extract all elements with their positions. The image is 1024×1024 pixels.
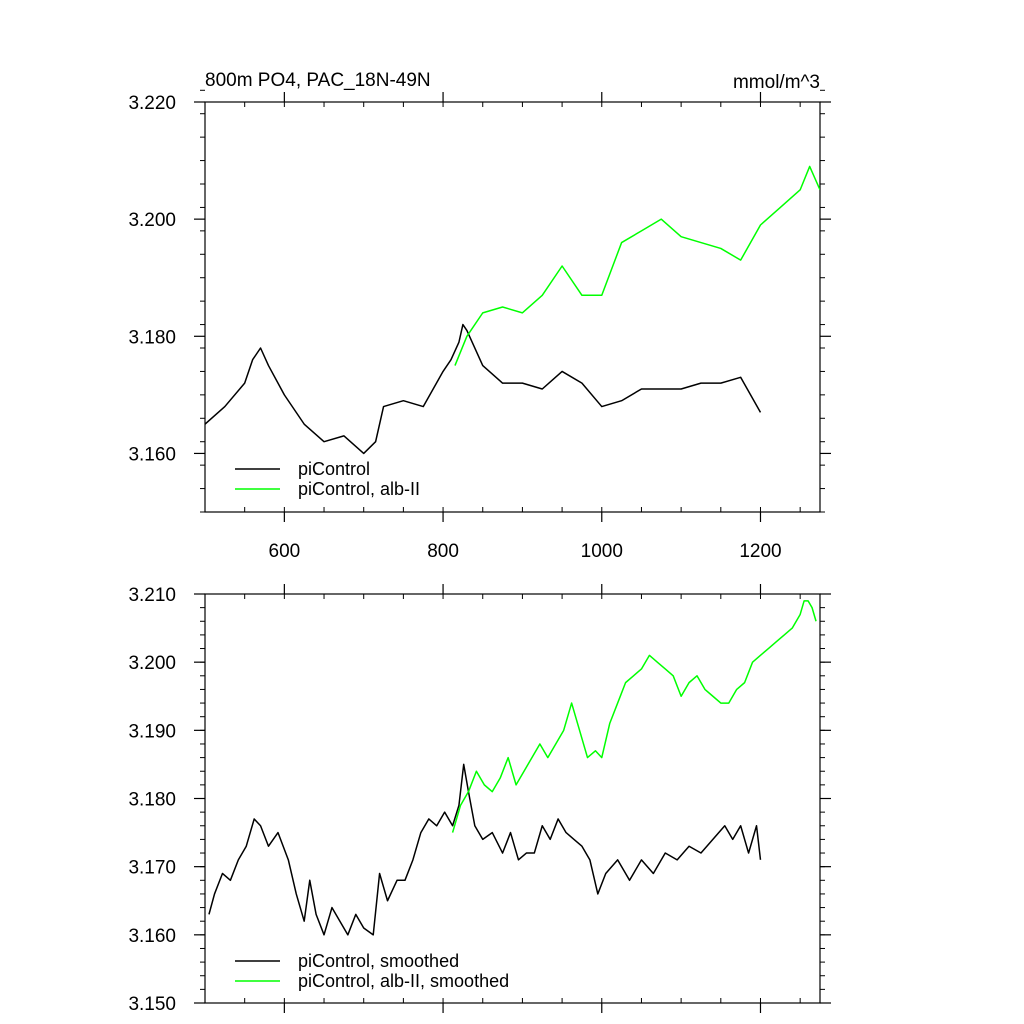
legend-label: piControl, smoothed — [298, 951, 459, 971]
x-tick-label: 800 — [427, 541, 459, 562]
y-tick-label: 3.210 — [128, 585, 176, 606]
y-tick-label: 3.160 — [128, 444, 176, 465]
series-line-green — [451, 600, 817, 833]
chart-panel-top: 800m PO4, PAC_18N-49N mmol/m^3 600 800 100… — [128, 70, 831, 562]
series-line-black — [208, 763, 762, 936]
series-line-green — [454, 165, 820, 366]
plot-frame — [204, 101, 821, 513]
y-tick-label: 3.200 — [128, 210, 176, 231]
y-tick-label: 3.170 — [128, 858, 176, 879]
y-tick-label: 3.180 — [128, 790, 176, 811]
y-tick-label: 3.180 — [128, 327, 176, 348]
y-tick-label: 3.190 — [128, 721, 176, 742]
y-tick-label: 3.160 — [128, 926, 176, 947]
chart-panel-bottom: 3.150 3.160 3.170 3.180 3.190 3.200 3.210 piCon… — [128, 584, 831, 1015]
plot-frame — [204, 593, 821, 1004]
x-tick-label: 1200 — [739, 541, 781, 562]
x-tick-label: 1000 — [581, 541, 623, 562]
x-tick-label: 600 — [269, 541, 301, 562]
series-line-black — [205, 323, 762, 455]
legend-label: piControl, alb-II — [298, 479, 420, 499]
y-tick-label: 3.200 — [128, 653, 176, 674]
legend-label: piControl — [298, 459, 370, 479]
legend-label: piControl, alb-II, smoothed — [298, 971, 509, 991]
chart-units-label: mmol/m^3 — [733, 72, 820, 93]
y-tick-label: 3.150 — [128, 994, 176, 1015]
y-tick-label: 3.220 — [128, 93, 176, 114]
chart-title: 800m PO4, PAC_18N-49N — [205, 70, 431, 91]
